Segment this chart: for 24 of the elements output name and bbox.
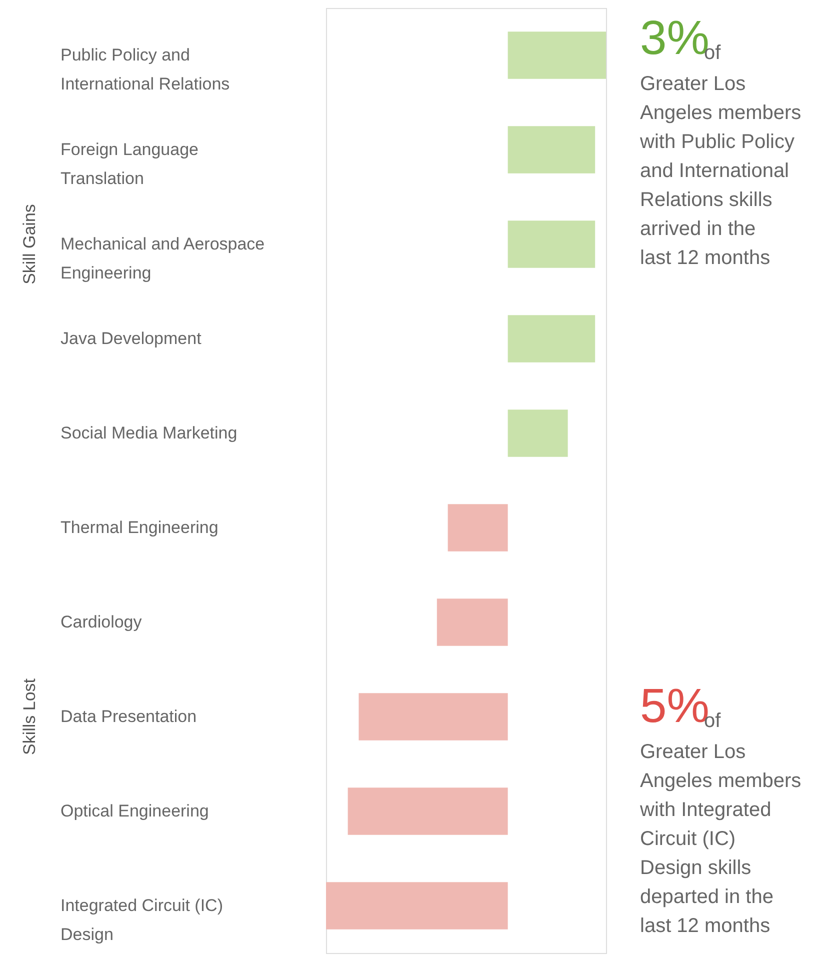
y-tick-label: Foreign Language Translation (60, 140, 199, 188)
y-tick-label: Optical Engineering (60, 801, 209, 820)
y-tick-label: Java Development (60, 328, 202, 348)
text: Greater Los Angeles members with Integrated Circuit (IC) Design skills departed in the last 12 months (639, 741, 802, 937)
y-tick-label: Data Presentation (60, 706, 197, 726)
bar (326, 882, 508, 930)
y-tick-label: Social Media Marketing (60, 423, 238, 442)
text: Skills Lost (20, 678, 39, 756)
y-tick-label: Public Policy and International Relations (60, 45, 230, 94)
bar (436, 598, 508, 646)
bar (508, 220, 596, 268)
bar (358, 693, 508, 740)
text: Greater Los Angeles members with Public Policy and International Relations skills arrived in the last 12 months (639, 73, 802, 269)
bar (448, 504, 508, 552)
y-tick-label: Mechanical and Aerospace Engineering (60, 234, 265, 282)
bar (348, 788, 508, 835)
y-tick-label: Integrated Circuit (IC) Design (60, 896, 223, 944)
bar (508, 32, 606, 79)
bar (508, 410, 568, 457)
bar (508, 126, 596, 174)
bar (508, 315, 596, 362)
y-tick-label: Thermal Engineering (60, 518, 218, 537)
y-tick-label: Cardiology (60, 612, 142, 632)
text: Skill Gains (20, 204, 39, 284)
